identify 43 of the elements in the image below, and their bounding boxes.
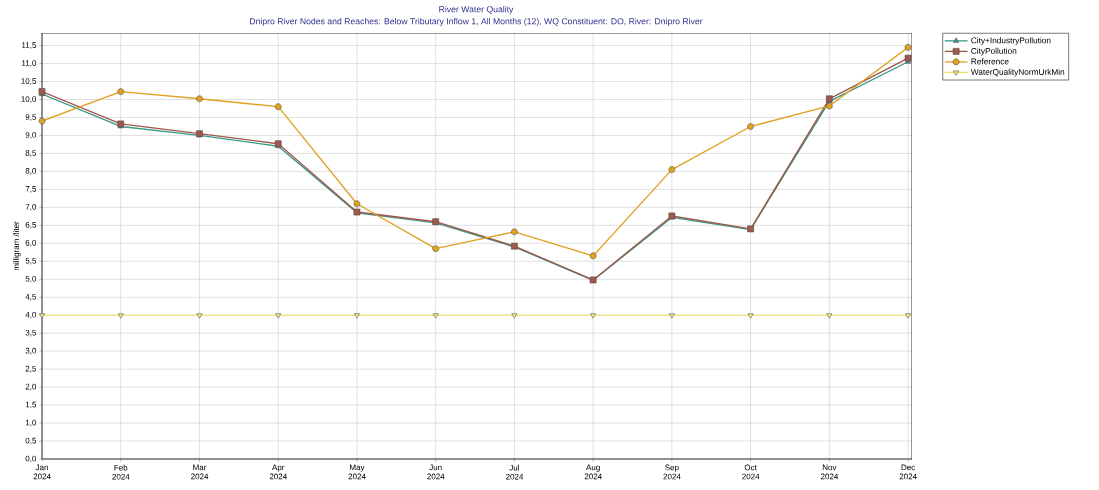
y-tick-label: 10,0 <box>21 96 37 103</box>
x-tick-label: Nov 2024 <box>820 464 839 480</box>
y-tick-label: 1,5 <box>25 401 37 409</box>
legend-label: CityPollution <box>971 47 1017 56</box>
y-tick-label: 9,0 <box>25 132 37 139</box>
x-tick-label: Apr 2024 <box>269 464 287 480</box>
x-tick-label: Sep 2024 <box>663 464 681 480</box>
y-tick-label: 5,5 <box>25 258 37 265</box>
y-tick-label: 0,0 <box>25 455 37 463</box>
y-axis-title: milligram /liter <box>13 221 21 271</box>
y-tick-label: 4,5 <box>25 293 37 301</box>
chart-title: River Water Quality <box>439 5 514 15</box>
legend-label: WaterQualityNormUrkMin <box>970 68 1065 77</box>
y-tick-label: 8,0 <box>25 168 37 175</box>
x-tick-label: Mar 2024 <box>191 464 209 480</box>
y-tick-label: 7,5 <box>25 186 37 193</box>
y-tick-label: 10,5 <box>21 78 37 85</box>
y-tick-label: 0,5 <box>25 437 37 445</box>
x-tick-label: Aug 2024 <box>584 464 602 480</box>
x-tick-label: Feb 2024 <box>112 464 130 480</box>
x-tick-label: Jul 2024 <box>506 464 524 480</box>
y-tick-label: 11,5 <box>22 42 37 49</box>
y-tick-label: 3,0 <box>25 347 37 355</box>
x-tick-label: Jun 2024 <box>427 464 445 480</box>
x-tick-label: May 2024 <box>348 464 366 480</box>
x-tick-label: Dec 2024 <box>899 464 917 480</box>
x-tick-label: Jan 2024 <box>33 464 51 480</box>
y-tick-label: 5,0 <box>25 275 37 283</box>
y-tick-label: 2,0 <box>25 383 37 391</box>
y-tick-label: 6,0 <box>25 240 37 247</box>
y-tick-label: 6,5 <box>25 222 37 229</box>
y-tick-label: 8,5 <box>25 150 37 157</box>
legend-label: City+IndustryPollution <box>971 37 1051 45</box>
y-tick-label: 7,0 <box>25 204 37 211</box>
y-tick-label: 11,0 <box>22 60 37 67</box>
y-tick-label: 4,0 <box>25 311 37 319</box>
y-tick-label: 2,5 <box>25 365 37 373</box>
legend-label: Reference <box>971 58 1009 65</box>
chart-subtitle: Dnipro River Nodes and Reaches: Below Tributary Inflow 1, All Months (12), WQ Constituent: DO, River: Dnipro River <box>250 17 703 27</box>
y-tick-label: 1,0 <box>25 419 37 427</box>
y-tick-label: 9,5 <box>25 114 37 121</box>
x-tick-label: Oct 2024 <box>742 464 760 480</box>
y-tick-label: 3,5 <box>25 329 37 337</box>
